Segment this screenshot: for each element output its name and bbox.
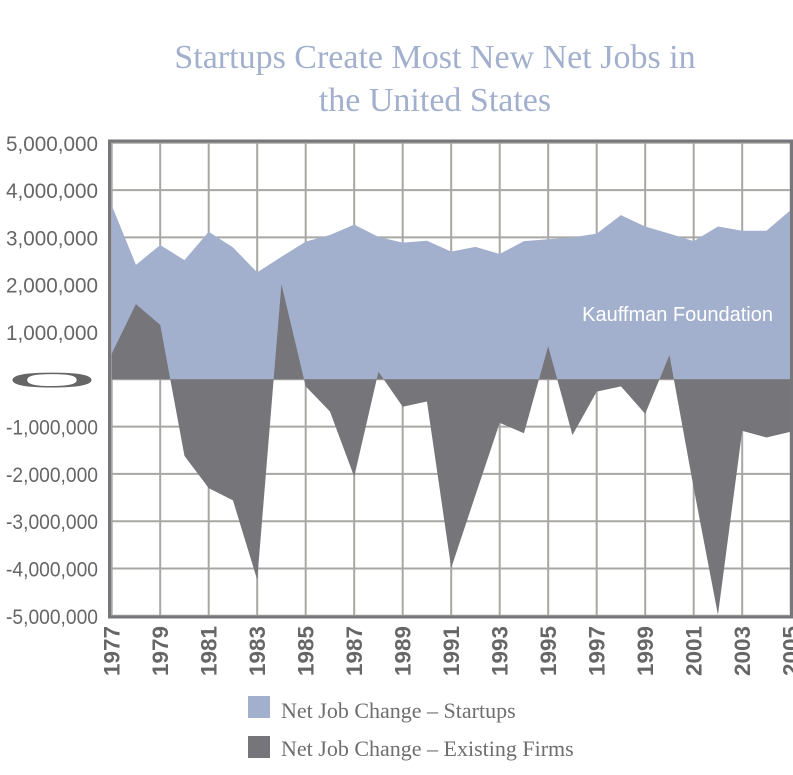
x-tick-label: 1999 [633,626,658,676]
x-tick-label: 1991 [439,626,464,676]
plot-frame [108,139,793,619]
x-tick-label: 1995 [536,626,561,676]
x-tick-label: 1977 [100,626,125,676]
legend-swatch-startups [248,696,270,718]
legend-label-existing-firms: Net Job Change – Existing Firms [281,736,574,761]
x-tick-label: 1997 [585,626,610,676]
x-tick-label: 2005 [779,626,793,676]
x-tick-label: 1989 [391,626,416,676]
x-tick-label: 1983 [245,626,270,676]
x-tick-label: 1985 [294,626,319,676]
chart-title-line-2: the United States [319,82,551,119]
y-axis-ticks: 5,000,000 4,000,000 3,000,000 2,000,000 1,00… [6,133,98,629]
y-tick-label: 5,000,000 [6,133,98,156]
y-tick-label: 1,000,000 [6,322,98,345]
x-axis-ticks: 1977 1979 1981 1983 1985 1987 1989 1991 1993 1995… [100,626,793,676]
x-tick-label: 1981 [197,626,222,676]
x-tick-label: 2001 [682,626,707,676]
x-tick-label: 2003 [730,626,755,676]
series-areas [111,205,791,615]
y-tick-label: 3,000,000 [6,227,98,250]
watermark-text: Kauffman Foundation [582,304,773,326]
y-tick-label: -3,000,000 [6,511,98,534]
x-tick-label: 1987 [342,626,367,676]
y-tick-label: -5,000,000 [6,606,98,629]
legend-swatch-existing-firms [248,736,270,758]
y-tick-label: 2,000,000 [6,275,98,298]
legend: Net Job Change – Startups Net Job Change… [248,696,574,761]
y-tick-label: 4,000,000 [6,180,98,203]
x-tick-label: 1993 [488,626,513,676]
y-tick-label: -2,000,000 [6,464,98,487]
legend-label-startups: Net Job Change – Startups [281,698,516,723]
area-existing-firms [111,284,791,615]
y-tick-label: -1,000,000 [6,417,98,440]
y-tick-label: -4,000,000 [6,559,98,582]
x-tick-label: 1979 [148,626,173,676]
chart-title-line-1: Startups Create Most New Net Jobs in [174,39,695,76]
y-tick-label: 0 [6,369,98,392]
